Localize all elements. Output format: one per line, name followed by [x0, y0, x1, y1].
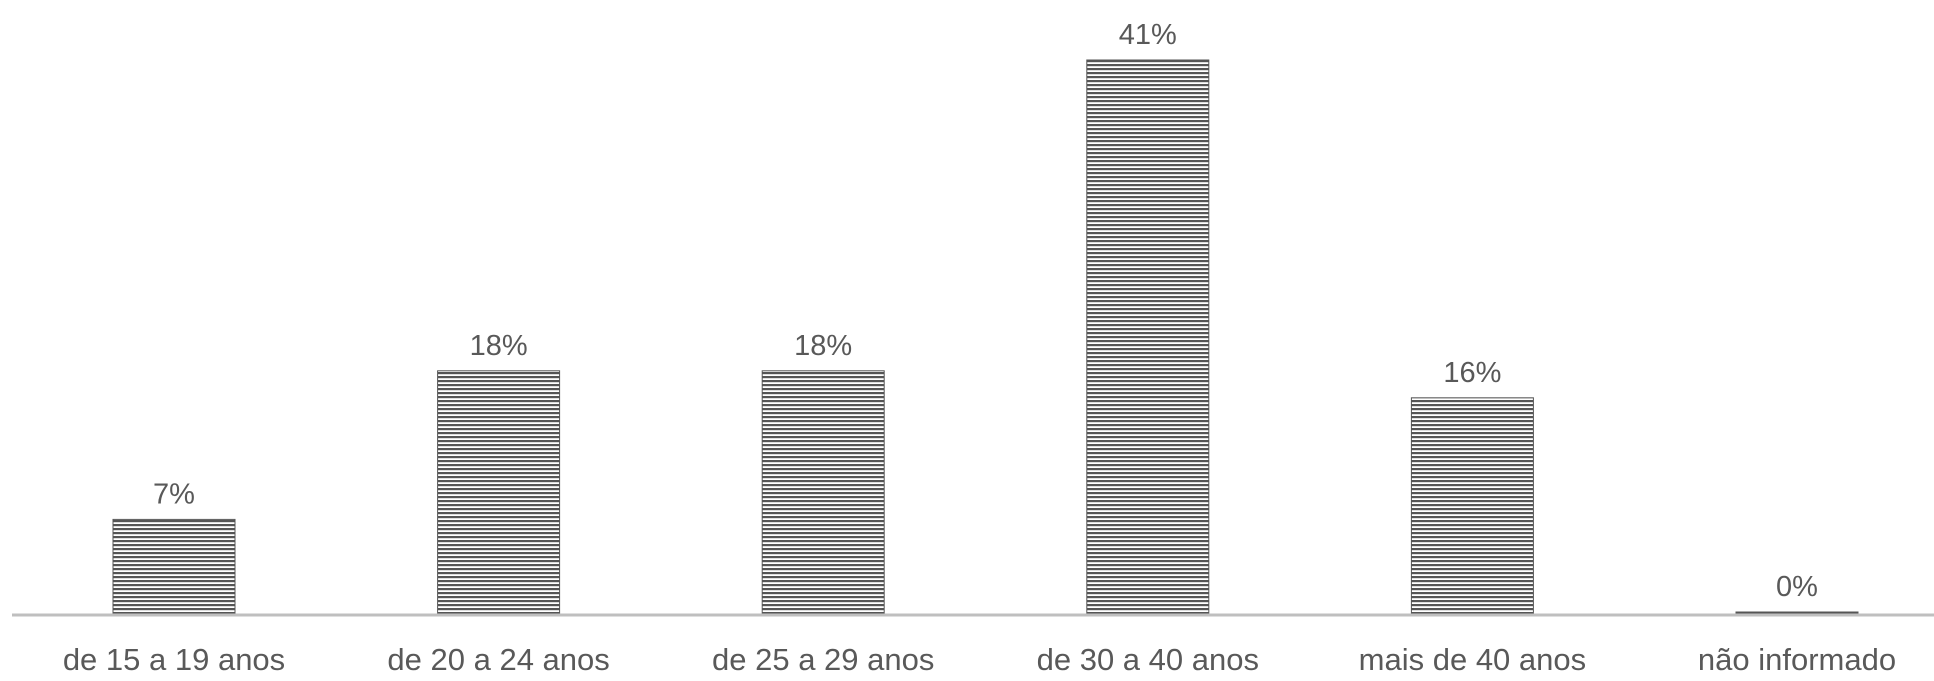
bar-2: [761, 370, 885, 615]
data-label-3: 41%: [1119, 19, 1177, 51]
x-tick-label-4: mais de 40 anos: [1359, 642, 1586, 676]
x-tick-label-1: de 20 a 24 anos: [387, 642, 609, 676]
x-tick-label-3: de 30 a 40 anos: [1037, 642, 1259, 676]
data-label-2: 18%: [794, 330, 852, 362]
x-tick-label-5: não informado: [1698, 642, 1896, 676]
x-tick-label-0: de 15 a 19 anos: [63, 642, 285, 676]
bar-3: [1086, 59, 1210, 615]
labels-layer: 7% 18% 18% 41% 16% 0%: [153, 19, 1818, 603]
x-tick-label-2: de 25 a 29 anos: [712, 642, 934, 676]
bar-4: [1410, 397, 1534, 615]
data-label-1: 18%: [470, 330, 528, 362]
bars-layer: [112, 59, 1859, 615]
data-label-0: 7%: [153, 478, 195, 510]
bar-0: [112, 518, 236, 615]
bar-1: [437, 370, 561, 615]
data-label-4: 16%: [1443, 357, 1501, 389]
tick-labels-layer: de 15 a 19 anos de 20 a 24 anos de 25 a 29…: [63, 642, 1896, 677]
data-label-5: 0%: [1776, 571, 1818, 603]
